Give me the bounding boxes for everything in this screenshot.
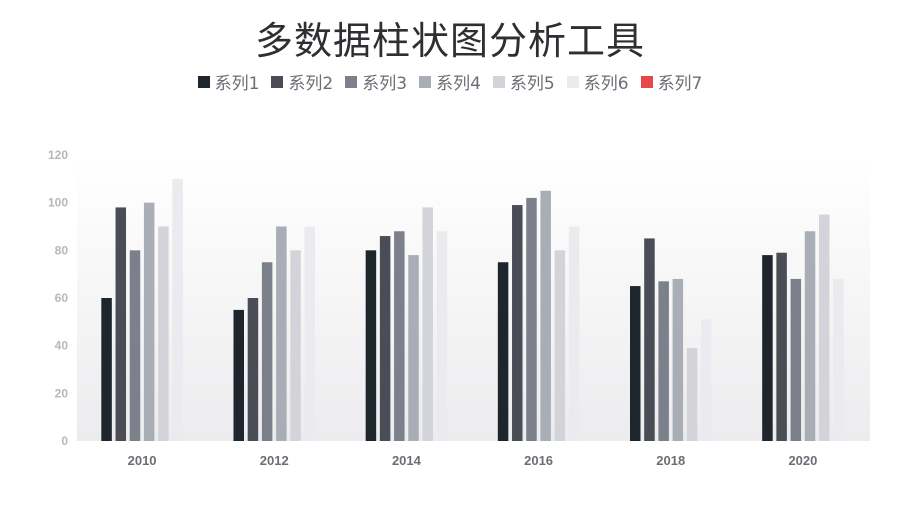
bar-2010-series-5 — [158, 226, 169, 441]
legend-swatch-series-3 — [345, 75, 358, 88]
plot-area-background — [77, 155, 870, 441]
legend-swatch-series-4 — [419, 75, 432, 88]
y-tick-label: 80 — [55, 243, 69, 257]
bar-2010-series-6 — [172, 178, 183, 441]
legend-label-series-7: 系列7 — [657, 74, 703, 94]
bar-2018-series-6 — [701, 319, 712, 441]
legend-swatch-series-6 — [566, 75, 579, 88]
bar-2010-series-2 — [115, 207, 127, 441]
legend-item-series-6[interactable]: 系列6 — [566, 69, 629, 94]
x-tick-label: 2010 — [128, 453, 157, 468]
y-tick-label: 120 — [48, 148, 68, 162]
bar-2020-series-6 — [833, 278, 844, 441]
bar-2012-series-2 — [247, 298, 259, 441]
bar-2012-series-5 — [290, 250, 301, 441]
y-tick-label: 20 — [55, 386, 69, 400]
bar-2018-series-3 — [658, 281, 669, 441]
legend-item-series-1[interactable]: 系列1 — [197, 69, 260, 94]
bar-2014-series-3 — [394, 231, 405, 441]
bar-2020-series-1 — [762, 255, 773, 441]
bar-2014-series-1 — [365, 250, 377, 441]
y-axis-ticks: 0 20 40 60 80 100 120 — [48, 148, 68, 448]
legend-item-series-3[interactable]: 系列3 — [345, 69, 407, 94]
legend-label-series-3: 系列3 — [362, 74, 408, 94]
y-tick-label: 0 — [61, 434, 68, 448]
y-tick-label: 60 — [55, 291, 69, 305]
x-tick-label: 2014 — [392, 453, 422, 468]
x-tick-label: 2012 — [260, 453, 289, 468]
bar-2014-series-2 — [379, 236, 391, 441]
bar-2020-series-4 — [804, 231, 816, 441]
bar-2010-series-3 — [129, 250, 141, 441]
legend-label-series-5: 系列5 — [509, 74, 555, 94]
bar-2018-series-5 — [686, 348, 698, 441]
legend-item-series-4[interactable]: 系列4 — [419, 69, 481, 94]
x-tick-label: 2018 — [656, 453, 685, 468]
legend-swatch-series-5 — [492, 75, 505, 88]
legend-swatch-series-7 — [640, 75, 653, 88]
legend-swatch-series-1 — [197, 75, 210, 88]
x-axis-ticks: 2010 2012 2014 2016 2018 2020 — [128, 453, 818, 468]
bar-2016-series-6 — [568, 226, 580, 441]
bar-2014-series-5 — [422, 207, 433, 441]
legend-item-series-2[interactable]: 系列2 — [271, 69, 333, 94]
bar-2020-series-2 — [776, 252, 787, 441]
bar-2016-series-1 — [497, 262, 509, 441]
bar-2020-series-3 — [790, 278, 802, 441]
legend-label-series-6: 系列6 — [583, 74, 629, 94]
bar-2018-series-1 — [630, 286, 641, 441]
legend-swatch-series-2 — [271, 75, 284, 88]
bar-2016-series-4 — [540, 190, 551, 441]
bar-2016-series-5 — [554, 250, 566, 441]
bar-2012-series-4 — [276, 226, 287, 441]
bar-2018-series-4 — [672, 278, 684, 441]
bar-2016-series-3 — [526, 197, 537, 441]
bar-2012-series-6 — [304, 226, 315, 441]
chart-title: 多数据柱状图分析工具 — [254, 19, 645, 63]
bar-2014-series-4 — [408, 255, 419, 441]
bar-2014-series-6 — [436, 231, 448, 441]
bar-2016-series-2 — [512, 205, 523, 441]
bar-2012-series-1 — [233, 309, 244, 441]
legend-item-series-7[interactable]: 系列7 — [640, 69, 703, 94]
bar-2010-series-4 — [143, 202, 155, 441]
y-tick-label: 40 — [55, 339, 69, 353]
y-tick-label: 100 — [48, 196, 68, 210]
chart-legend: 系列1 系列2 系列3 系列4 系列5 系列6 系列7 — [0, 69, 900, 94]
bar-2020-series-5 — [818, 214, 830, 441]
bar-marks — [101, 178, 844, 441]
bar-2018-series-2 — [644, 238, 655, 441]
bar-2010-series-1 — [101, 298, 112, 441]
x-tick-label: 2020 — [788, 453, 817, 468]
legend-label-series-1: 系列1 — [214, 74, 260, 94]
legend-label-series-4: 系列4 — [436, 74, 481, 94]
legend-item-series-5[interactable]: 系列5 — [492, 69, 555, 94]
x-tick-label: 2016 — [524, 453, 553, 468]
bar-2012-series-3 — [261, 262, 273, 441]
legend-label-series-2: 系列2 — [288, 74, 334, 94]
